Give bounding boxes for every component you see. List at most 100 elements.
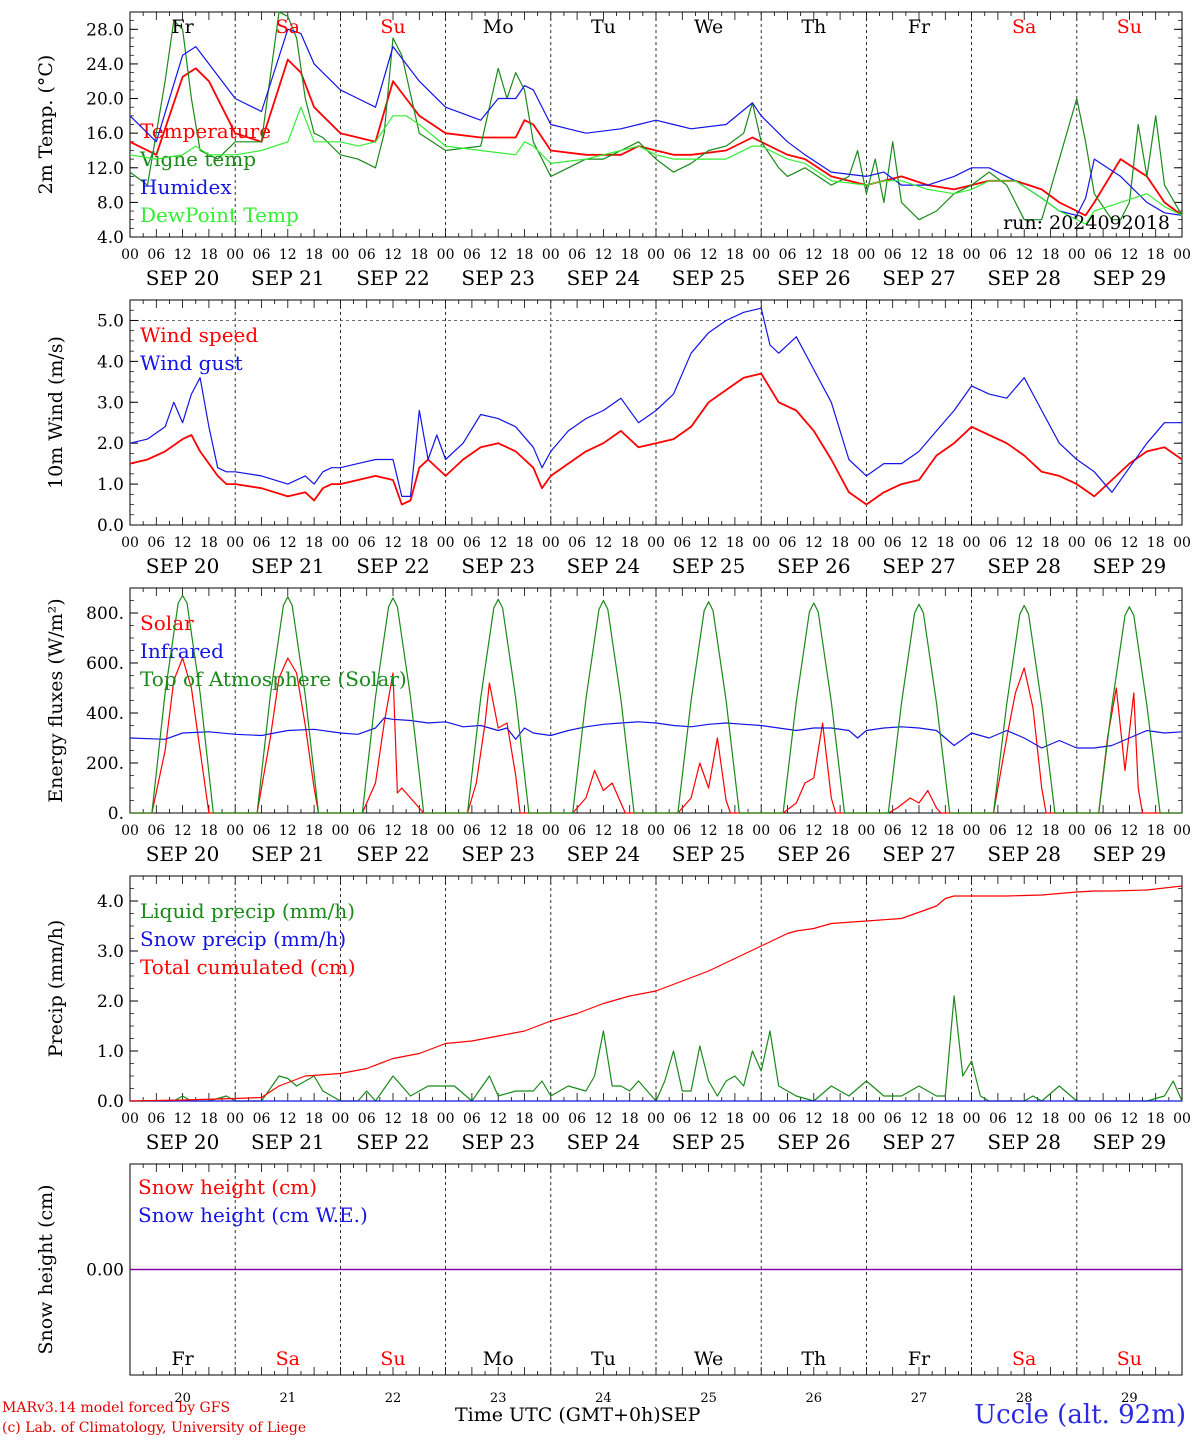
date-label: SEP 24	[567, 266, 641, 290]
hour-tick-label: 06	[779, 247, 797, 263]
day-number-label: 21	[280, 1391, 297, 1406]
day-number-label: 26	[806, 1391, 823, 1406]
date-label: SEP 21	[251, 1130, 325, 1154]
date-label: SEP 29	[1093, 1130, 1167, 1154]
hour-tick-label: 18	[516, 247, 534, 263]
legend-entry: Top of Atmosphere (Solar)	[140, 667, 407, 691]
weekday-label: Th	[801, 1348, 826, 1370]
hour-tick-label: 18	[831, 247, 849, 263]
hour-tick-label: 06	[568, 823, 586, 839]
hour-tick-label: 12	[279, 1111, 297, 1127]
date-label: SEP 20	[146, 1130, 220, 1154]
hour-tick-label: 18	[516, 823, 534, 839]
hour-tick-label: 00	[331, 535, 349, 551]
series-line	[129, 372, 1183, 506]
hour-tick-label: 12	[700, 1111, 718, 1127]
hour-tick-label: 06	[253, 1111, 271, 1127]
hour-tick-label: 18	[1147, 247, 1165, 263]
legend-entry: Liquid precip (mm/h)	[140, 899, 355, 923]
hour-tick-label: 12	[700, 535, 718, 551]
day-number-label: 25	[700, 1391, 717, 1406]
panel-5: 0.00 Snow height (cm) Snow height (cm) Snow…	[35, 1163, 1183, 1406]
hour-tick-label: 00	[1068, 247, 1086, 263]
hour-tick-label: 12	[1120, 1111, 1138, 1127]
hour-tick-label: 12	[1015, 535, 1033, 551]
weekday-label: Mo	[483, 1348, 514, 1370]
hour-tick-label: 12	[384, 247, 402, 263]
series-line	[130, 995, 1183, 1102]
y-tick-label: 4.0	[97, 352, 124, 372]
hour-tick-label: 00	[437, 247, 455, 263]
date-label: SEP 21	[251, 842, 325, 866]
y-tick-label: 1.0	[97, 475, 124, 495]
hour-tick-label: 12	[594, 247, 612, 263]
hour-tick-label: 06	[1094, 1111, 1112, 1127]
hour-tick-label: 06	[358, 535, 376, 551]
hour-tick-label: 00	[752, 823, 770, 839]
hour-tick-label: 00	[331, 823, 349, 839]
panel-2: 0.0 1.0 2.0 3.0 4.0 5.0 10m Wind (m/s) Wind spe…	[45, 299, 1191, 578]
hour-tick-label: 00	[331, 247, 349, 263]
hour-tick-label: 06	[673, 823, 691, 839]
hour-tick-label: 00	[437, 1111, 455, 1127]
hour-tick-label: 18	[200, 247, 218, 263]
day-number-label: 20	[174, 1391, 191, 1406]
hour-tick-label: 00	[647, 823, 665, 839]
date-label: SEP 24	[567, 554, 641, 578]
hour-tick-label: 00	[752, 247, 770, 263]
hour-tick-label: 12	[489, 247, 507, 263]
date-label: SEP 23	[461, 1130, 535, 1154]
hour-tick-label: 06	[358, 1111, 376, 1127]
hour-tick-label: 12	[910, 247, 928, 263]
y-tick-label: 4.0	[97, 892, 124, 912]
legend-entry: Infrared	[140, 639, 224, 663]
date-label: SEP 26	[777, 266, 851, 290]
hour-tick-label: 18	[726, 823, 744, 839]
y-tick-label: 0.	[108, 804, 124, 824]
hour-tick-label: 18	[936, 1111, 954, 1127]
hour-tick-label: 12	[489, 1111, 507, 1127]
hour-tick-label: 00	[121, 1111, 139, 1127]
y-tick-label: 0.0	[97, 516, 124, 536]
legend-entry: Wind speed	[140, 323, 258, 347]
hour-tick-label: 00	[121, 535, 139, 551]
hour-tick-label: 00	[963, 823, 981, 839]
hour-tick-label: 06	[673, 1111, 691, 1127]
hour-tick-label: 18	[831, 823, 849, 839]
weekday-label: Fr	[171, 1348, 194, 1370]
hour-tick-label: 12	[805, 535, 823, 551]
date-label: SEP 25	[672, 842, 746, 866]
hour-tick-label: 00	[857, 1111, 875, 1127]
date-label: SEP 23	[461, 842, 535, 866]
date-label: SEP 22	[356, 554, 430, 578]
date-label: SEP 22	[356, 842, 430, 866]
y-axis-label: Energy fluxes (W/m²)	[45, 598, 67, 802]
hour-tick-label: 12	[700, 823, 718, 839]
date-label: SEP 27	[882, 554, 956, 578]
run-annotation: run: 2024092018	[1003, 212, 1170, 234]
model-credit: MARv3.14 model forced by GFS	[2, 1400, 231, 1416]
hour-tick-label: 00	[1068, 535, 1086, 551]
date-label: SEP 23	[461, 266, 535, 290]
legend-entry: Solar	[140, 611, 194, 635]
date-label: SEP 29	[1093, 842, 1167, 866]
hour-tick-label: 12	[1120, 535, 1138, 551]
day-number-label: 27	[911, 1391, 928, 1406]
legend-entry: Wind gust	[140, 351, 243, 375]
date-label: SEP 28	[987, 1130, 1061, 1154]
hour-tick-label: 12	[910, 1111, 928, 1127]
hour-tick-label: 00	[1068, 823, 1086, 839]
hour-tick-label: 18	[831, 535, 849, 551]
hour-tick-label: 12	[1015, 1111, 1033, 1127]
hour-tick-label: 06	[568, 1111, 586, 1127]
date-label: SEP 26	[777, 842, 851, 866]
series-line	[130, 594, 1182, 814]
hour-tick-label: 18	[1042, 823, 1060, 839]
x-axis-title: Time UTC (GMT+0h)SEP	[455, 1404, 700, 1426]
hour-tick-label: 00	[1173, 823, 1191, 839]
date-label: SEP 27	[882, 266, 956, 290]
hour-tick-label: 18	[621, 823, 639, 839]
weekday-label: Fr	[908, 16, 931, 38]
date-label: SEP 22	[356, 266, 430, 290]
day-number-label: 28	[1016, 1391, 1033, 1406]
